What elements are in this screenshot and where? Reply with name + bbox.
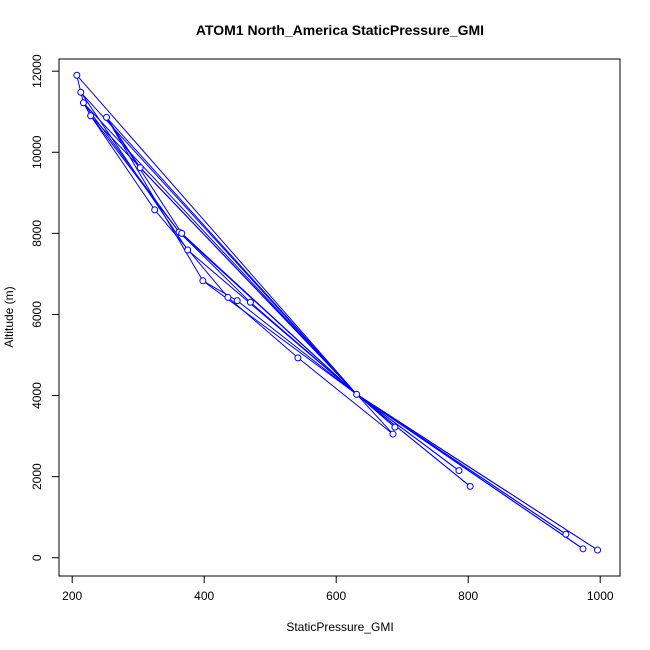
series-line [106, 117, 396, 428]
x-axis-label: StaticPressure_GMI [286, 620, 393, 634]
x-tick-label: 400 [194, 589, 214, 603]
data-point [389, 430, 397, 438]
data-point [579, 545, 587, 553]
data-point [353, 390, 361, 398]
data-point [294, 354, 302, 362]
data-point [391, 423, 399, 431]
series-line [83, 102, 567, 535]
plot-frame [58, 58, 621, 577]
y-tick-label: 6000 [30, 301, 44, 328]
data-point [224, 293, 232, 301]
y-tick-label: 2000 [30, 463, 44, 490]
data-point [87, 112, 95, 120]
data-point [562, 530, 570, 538]
data-point [77, 88, 85, 96]
series-line [82, 102, 460, 472]
data-point [455, 467, 463, 475]
data-points [73, 71, 602, 554]
x-tick-label: 600 [326, 589, 346, 603]
data-point [103, 113, 111, 121]
data-point [594, 546, 602, 554]
data-point [184, 246, 192, 254]
data-point [73, 71, 81, 79]
series-line [106, 117, 471, 487]
y-tick-label: 10000 [30, 135, 44, 169]
data-point [136, 164, 144, 172]
series-line [202, 280, 471, 487]
x-axis: 200 400 600 800 1000 [62, 576, 614, 603]
series-line [106, 117, 567, 535]
data-point [79, 99, 87, 107]
data-point [466, 482, 474, 490]
x-tick-label: 1000 [587, 589, 614, 603]
series-line [90, 115, 598, 551]
data-point [246, 298, 254, 306]
y-tick-label: 0 [30, 554, 44, 561]
chart-title: ATOM1 North_America StaticPressure_GMI [196, 22, 484, 38]
data-point [178, 229, 186, 237]
x-tick-label: 200 [62, 589, 82, 603]
y-tick-label: 8000 [30, 220, 44, 247]
data-point [151, 206, 159, 214]
x-tick-label: 800 [458, 589, 478, 603]
y-tick-label: 12000 [30, 54, 44, 88]
data-point [233, 297, 241, 305]
data-lines [76, 74, 598, 551]
series-line [76, 74, 584, 550]
series-line [80, 92, 584, 550]
data-point [199, 277, 207, 285]
series-line [76, 75, 598, 551]
y-tick-label: 4000 [30, 382, 44, 409]
y-axis-label: Altitude (m) [2, 286, 16, 347]
y-axis: 0 2000 4000 6000 8000 10000 12000 [30, 54, 59, 561]
series-line [80, 91, 460, 472]
